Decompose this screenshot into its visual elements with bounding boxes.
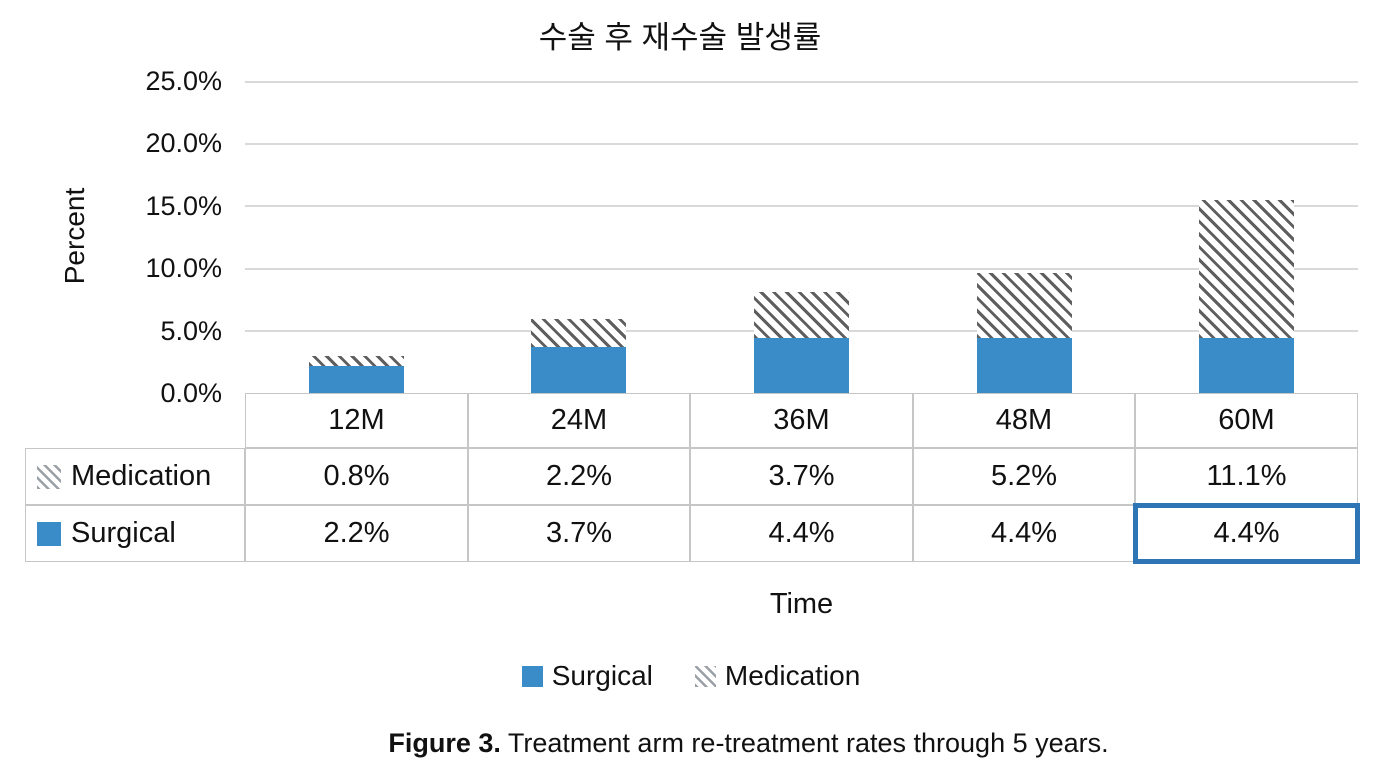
table-value-cell: 0.8% <box>245 448 468 505</box>
stacked-bar-36m <box>754 291 849 393</box>
y-tick-label: 20.0% <box>145 128 222 158</box>
table-value-cell-highlighted: 4.4% <box>1133 503 1360 564</box>
stacked-bar-24m <box>531 319 627 393</box>
y-tick-label: 25.0% <box>145 66 222 96</box>
stacked-bar-48m <box>976 273 1072 393</box>
gridline <box>245 81 1358 83</box>
chart-title: 수술 후 재수술 발생률 <box>538 20 822 55</box>
table-value-cell: 3.7% <box>468 505 690 562</box>
table-value-cell: 4.4% <box>690 505 913 562</box>
y-tick-label: 15.0% <box>145 191 222 221</box>
surgical-segment <box>531 346 627 393</box>
table-row-label-medication: Medication <box>25 448 245 505</box>
gridline <box>245 205 1358 207</box>
table-value-cell: 3.7% <box>690 448 913 505</box>
legend-item-surgical: Surgical <box>521 660 653 692</box>
legend-label: Medication <box>724 660 861 691</box>
y-tick-label: 0.0% <box>160 378 222 408</box>
figure-caption-label: Figure 3. <box>388 728 501 758</box>
legend-label: Surgical <box>551 660 653 691</box>
table-header-cell: 48M <box>913 393 1135 448</box>
row-label-text: Surgical <box>71 517 176 549</box>
surgical-blue-swatch-icon <box>521 665 543 687</box>
surgical-blue-swatch-icon <box>37 521 61 546</box>
table-row-label-surgical: Surgical <box>25 505 245 562</box>
y-tick-label: 10.0% <box>145 253 222 283</box>
gridline <box>245 143 1358 145</box>
table-header-cell: 24M <box>468 393 690 448</box>
figure-caption-text: Treatment arm re-treatment rates through… <box>507 728 1109 758</box>
legend-item-medication: Medication <box>694 660 861 692</box>
table-header-cell: 12M <box>245 393 468 448</box>
surgical-segment <box>976 338 1072 393</box>
table-header-cell: 36M <box>690 393 913 448</box>
y-tick-label: 5.0% <box>160 316 222 346</box>
gridline <box>245 268 1358 270</box>
chart-legend: Surgical Medication <box>0 660 1382 692</box>
x-axis-title: Time <box>769 588 834 620</box>
table-value-cell: 11.1% <box>1135 448 1358 505</box>
stacked-bar-60m <box>1199 199 1295 393</box>
medication-segment <box>531 319 627 347</box>
table-value-cell: 4.4% <box>913 505 1135 562</box>
row-label-text: Medication <box>71 460 212 492</box>
surgical-segment <box>1199 338 1295 393</box>
stacked-bar-12m <box>308 355 404 393</box>
table-value-cell: 2.2% <box>468 448 690 505</box>
medication-hatch-swatch-icon <box>37 464 61 489</box>
plot-area <box>245 81 1358 393</box>
surgical-segment <box>308 365 404 393</box>
surgical-segment <box>754 338 849 393</box>
medication-hatch-swatch-icon <box>694 665 716 687</box>
medication-segment <box>976 273 1072 339</box>
table-header-cell: 60M <box>1135 393 1358 448</box>
medication-segment <box>754 291 849 339</box>
medication-segment <box>1199 199 1295 339</box>
figure-caption: Figure 3. Treatment arm re-treatment rate… <box>115 728 1382 759</box>
table-value-cell: 5.2% <box>913 448 1135 505</box>
medication-segment <box>308 355 404 366</box>
table-value-cell: 2.2% <box>245 505 468 562</box>
